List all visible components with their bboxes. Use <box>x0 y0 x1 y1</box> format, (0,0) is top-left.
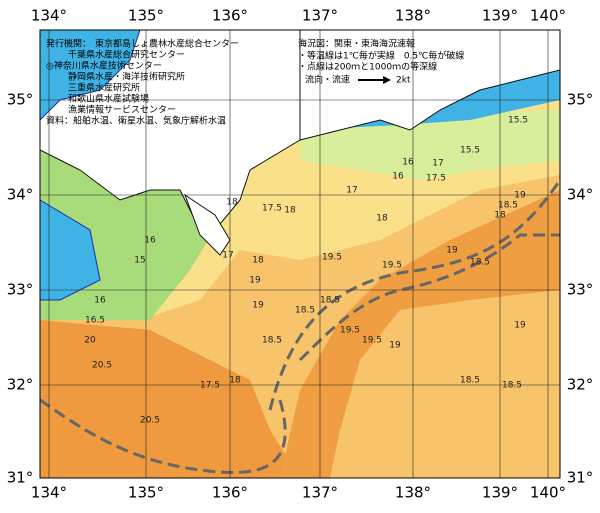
contour-label: 17 <box>432 159 443 169</box>
lat-label-right: 32° <box>567 376 594 394</box>
contour-label: 20.5 <box>92 361 112 371</box>
contour-label: 15 <box>134 256 145 266</box>
info-block: 発行機関： 東京都島しょ農林水産総合センター千葉県水産総合研究センター◎神奈川県水… <box>46 38 464 127</box>
contour-label: 16 <box>94 296 106 306</box>
contour-label: 15.5 <box>508 116 528 126</box>
contour-label: 17.5 <box>426 174 446 184</box>
lat-label-right: 33° <box>567 281 594 299</box>
lon-label-top: 138° <box>395 7 431 25</box>
contour-label: 19 <box>252 301 264 311</box>
contour-label: 18.5 <box>502 381 522 391</box>
sea-cool-east <box>300 110 560 180</box>
contour-label: 15.5 <box>460 146 480 156</box>
lon-label-top: 136° <box>212 7 248 25</box>
contour-label: 19 <box>446 246 458 256</box>
contour-label: 19.5 <box>362 336 382 346</box>
legend-current: 流向・流速 <box>305 74 350 86</box>
contour-label: 18.5 <box>295 306 315 316</box>
current-axis <box>39 398 287 474</box>
lat-label-right: 35° <box>567 91 594 109</box>
contour-label: 19.5 <box>340 326 360 336</box>
contour-label: 16.5 <box>85 316 105 326</box>
lon-label-bottom: 138° <box>395 484 431 502</box>
lon-label-bottom: 136° <box>212 484 248 502</box>
lon-label-top: 134° <box>31 7 67 25</box>
lon-label-bottom: 137° <box>302 484 338 502</box>
lon-label-bottom: 134° <box>31 484 67 502</box>
contour-label: 18.5 <box>320 296 340 306</box>
lon-label-top: 137° <box>302 7 338 25</box>
contour-label: 19 <box>389 341 401 351</box>
current-arrowhead <box>383 76 391 84</box>
publisher-line: ◎神奈川県水産技術センター <box>46 60 162 72</box>
lon-label-bottom: 140° <box>530 484 566 502</box>
legend-note: ・点線は200ｍと1000ｍの等深線 <box>298 61 437 73</box>
contour-label: 18.5 <box>498 201 518 211</box>
land-kii <box>183 193 231 256</box>
lat-label-left: 35° <box>7 91 34 109</box>
contour-label: 17.5 <box>200 381 220 391</box>
map-frame <box>39 29 561 479</box>
publisher-line: 東京都島しょ農林水産総合センター <box>95 38 239 50</box>
publisher-line: 静岡県水産・海洋技術研究所 <box>68 71 185 83</box>
lon-label-top: 140° <box>530 7 566 25</box>
publisher-line: 三重県水産研究所 <box>68 82 140 94</box>
contour-label: 18.5 <box>470 258 490 268</box>
contour-label: 19.5 <box>322 253 342 263</box>
contour-label: 20.5 <box>140 416 160 426</box>
contour-label: 19 <box>249 276 261 286</box>
legend-speed: 2kt <box>396 76 411 86</box>
lon-label-top: 135° <box>128 7 164 25</box>
contour-label: 16 <box>144 236 156 246</box>
contour-label: 20 <box>84 336 96 346</box>
publisher-line: 和歌山県水産試験場 <box>68 93 149 105</box>
graticule <box>40 30 560 478</box>
publisher-heading: 発行機関： <box>46 38 91 50</box>
contour-label: 18.5 <box>460 376 480 386</box>
lat-label-left: 34° <box>7 186 34 204</box>
contour-label: 18 <box>376 214 388 224</box>
sea-hot-kuroshio <box>280 190 560 478</box>
lat-label-left: 33° <box>7 281 34 299</box>
lat-label-left: 32° <box>7 376 34 394</box>
contour-label: 17 <box>346 186 357 196</box>
contour-label: 19.5 <box>382 261 402 271</box>
lat-label-right: 31° <box>567 469 594 487</box>
lat-label-left: 31° <box>7 469 34 487</box>
contour-label: 18.5 <box>262 336 282 346</box>
contour-label: 19 <box>514 321 526 331</box>
lon-label-top: 139° <box>482 7 518 25</box>
lon-label-bottom: 135° <box>128 484 164 502</box>
contour-label: 16 <box>392 172 404 182</box>
sea-hot-sw <box>40 320 300 478</box>
contour-label: 16 <box>402 158 414 168</box>
contour-label: 18 <box>229 376 241 386</box>
contour-label: 17.5 <box>262 204 282 214</box>
contour-label: 18 <box>226 198 238 208</box>
current-axis <box>298 233 560 362</box>
data-source: 資料：船舶水温、衛星水温、気象庁解析水温 <box>46 115 226 127</box>
legend-title: 海況図：関東・東海海況速報 <box>298 38 415 50</box>
contour-label: 17 <box>222 251 233 261</box>
contour-label: 18 <box>494 211 506 221</box>
publisher-line: 漁業情報サービスセンター <box>68 104 176 116</box>
legend-note: ・等温線は1℃毎が実線 0.5℃毎が破線 <box>298 50 464 62</box>
contour-label: 18 <box>284 206 296 216</box>
publisher-line: 千葉県水産総合研究センター <box>68 49 185 61</box>
lat-label-right: 34° <box>567 186 594 204</box>
labels: 134° 134° 135° 135° 136° 136° 137° 137° 138° 138°… <box>7 7 594 502</box>
current-axis <box>268 179 562 411</box>
lon-label-bottom: 139° <box>482 484 518 502</box>
contour-label: 18 <box>252 256 264 266</box>
contour-label: 19 <box>514 191 526 201</box>
